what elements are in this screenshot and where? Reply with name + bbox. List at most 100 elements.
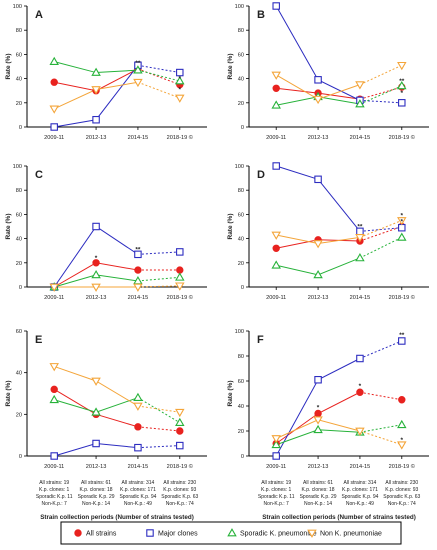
data-point	[398, 396, 406, 404]
y-axis-label: Rate (%)	[227, 380, 234, 406]
series-line-dashed	[137, 276, 180, 282]
series-line-dashed	[359, 430, 402, 446]
strain-count-label: All strains: 314	[344, 480, 377, 486]
x-tick-label: 2009-11	[266, 464, 286, 470]
data-point	[271, 100, 281, 109]
series-line-dashed	[137, 251, 180, 255]
y-tick-label: 20	[238, 429, 244, 435]
x-tick-label: 2009-11	[44, 135, 64, 141]
series-line-dashed	[137, 426, 180, 432]
data-point	[355, 253, 365, 262]
y-tick-label: 0	[19, 454, 22, 460]
series-line-dashed	[359, 226, 402, 242]
data-point	[50, 385, 58, 394]
y-tick-label: 0	[241, 454, 244, 460]
strain-count-label: All strains: 61	[303, 480, 333, 486]
y-tick-label: 100	[13, 164, 22, 170]
data-point	[272, 244, 280, 252]
data-point	[176, 248, 184, 256]
data-point	[91, 269, 101, 279]
data-point	[134, 443, 142, 452]
significance-mark: *	[401, 437, 404, 444]
data-point	[398, 99, 406, 107]
x-tick-label: 2009-11	[266, 295, 286, 301]
significance-mark: **	[399, 332, 405, 339]
data-point	[134, 250, 142, 259]
legend-marker	[307, 529, 317, 538]
y-tick-label: 0	[19, 125, 22, 131]
strain-count-label: Sporadic K.p. 11	[258, 494, 295, 500]
data-point	[175, 94, 185, 103]
y-axis-label: Rate (%)	[227, 213, 234, 239]
strain-count-label: Sporadic K.p. 94	[119, 494, 156, 500]
legend-label: All strains	[86, 531, 117, 538]
data-point	[91, 67, 101, 76]
strain-count-label: K.p. clones: 1	[39, 487, 70, 493]
y-tick-label: 20	[16, 261, 22, 267]
y-tick-label: 60	[16, 329, 22, 335]
x-tick-label: 2012-13	[308, 295, 329, 301]
panel-letter: E	[35, 334, 42, 346]
data-point	[271, 71, 281, 80]
data-point	[49, 283, 59, 292]
y-tick-label: 60	[238, 52, 244, 58]
significance-mark: *	[401, 90, 404, 97]
y-tick-label: 0	[241, 285, 244, 291]
x-tick-label: 2018-19 ©	[167, 294, 194, 301]
panel-f: 0 20 40 60 80 100 2009-11 2012-13 2014-15 2018-19…	[227, 329, 429, 521]
data-point	[355, 81, 365, 90]
x-tick-label: 2012-13	[86, 295, 107, 301]
data-point	[176, 427, 184, 435]
data-point	[50, 78, 58, 86]
y-tick-label: 80	[16, 188, 22, 194]
data-point	[91, 283, 101, 292]
significance-mark: **	[135, 60, 141, 67]
legend-label: Non K. pneumoniae	[320, 531, 382, 538]
y-tick-label: 40	[16, 237, 22, 243]
y-tick-label: 80	[238, 354, 244, 360]
strain-count-label: K.p. clones: 1	[261, 487, 292, 493]
data-point	[133, 392, 143, 402]
strain-count-label: All strains: 61	[81, 480, 111, 486]
legend-label: Major clones	[158, 531, 198, 538]
y-tick-label: 60	[16, 52, 22, 58]
y-tick-label: 60	[238, 212, 244, 218]
data-point	[176, 266, 184, 274]
x-tick-label: 2018-19 ©	[389, 294, 416, 301]
x-tick-label: 2012-13	[308, 135, 329, 141]
legend-item: Major clones	[146, 529, 198, 538]
data-point	[175, 417, 185, 427]
significance-mark: **	[135, 246, 141, 253]
data-point	[398, 337, 406, 345]
x-tick-label: 2014-15	[128, 295, 149, 301]
data-point	[134, 423, 142, 431]
strain-count-label: Sporadic K.p. 29	[300, 494, 337, 500]
strain-count-label: Sporadic K.p. 94	[341, 494, 378, 500]
legend-marker	[146, 529, 154, 537]
series-line-dashed	[137, 81, 180, 99]
data-point	[356, 354, 364, 363]
legend-item: Non K. pneumoniae	[307, 529, 382, 538]
panel-b: 0 20 40 60 80 100 2009-11 2012-13 2014-15 2018-19…	[227, 2, 429, 141]
series-line	[54, 365, 139, 407]
x-tick-label: 2009-11	[266, 135, 286, 141]
data-point	[133, 65, 143, 74]
significance-mark: *	[179, 76, 182, 83]
strain-count-label: Sporadic K.p. 29	[78, 494, 115, 500]
data-point	[355, 234, 365, 243]
significance-mark: **	[357, 224, 363, 231]
data-point	[314, 175, 322, 184]
data-point	[133, 402, 143, 411]
legend-label: Sporadic K. pneumoniae	[240, 531, 317, 538]
strain-count-label: Sporadic K.p. 63	[161, 494, 198, 500]
series-line-dashed	[359, 424, 402, 433]
data-point	[272, 452, 280, 460]
series-line-dashed	[359, 86, 402, 100]
panel-letter: B	[257, 9, 265, 21]
y-tick-label: 60	[16, 212, 22, 218]
y-axis-label: Rate (%)	[5, 53, 12, 79]
data-point	[49, 394, 59, 404]
data-point	[271, 260, 281, 269]
y-tick-label: 80	[238, 188, 244, 194]
